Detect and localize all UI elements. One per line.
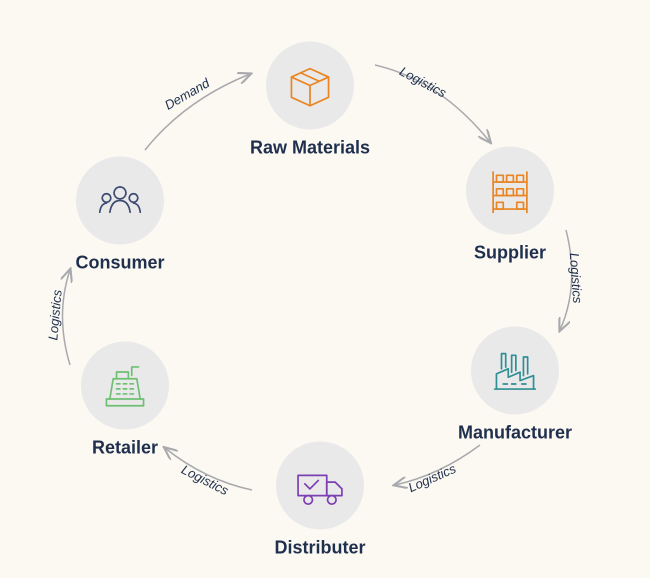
truck-icon xyxy=(276,442,364,530)
node-label-consumer: Consumer xyxy=(55,253,185,274)
supply-chain-cycle-diagram: LogisticsLogisticsLogisticsLogisticsLogi… xyxy=(0,0,650,578)
node-label-distributer: Distributer xyxy=(255,538,385,559)
node-distributer: Distributer xyxy=(255,442,385,559)
node-retailer: Retailer xyxy=(60,342,190,459)
node-manufacturer: Manufacturer xyxy=(450,327,580,444)
shelf-icon xyxy=(466,147,554,235)
factory-icon xyxy=(471,327,559,415)
node-supplier: Supplier xyxy=(445,147,575,264)
register-icon xyxy=(81,342,169,430)
box-icon xyxy=(266,42,354,130)
node-raw: Raw Materials xyxy=(245,42,375,159)
node-label-supplier: Supplier xyxy=(445,243,575,264)
node-label-manufacturer: Manufacturer xyxy=(450,423,580,444)
people-icon xyxy=(76,157,164,245)
edge-raw-to-supplier xyxy=(375,65,490,142)
node-label-raw: Raw Materials xyxy=(245,138,375,159)
node-label-retailer: Retailer xyxy=(60,438,190,459)
node-consumer: Consumer xyxy=(55,157,185,274)
